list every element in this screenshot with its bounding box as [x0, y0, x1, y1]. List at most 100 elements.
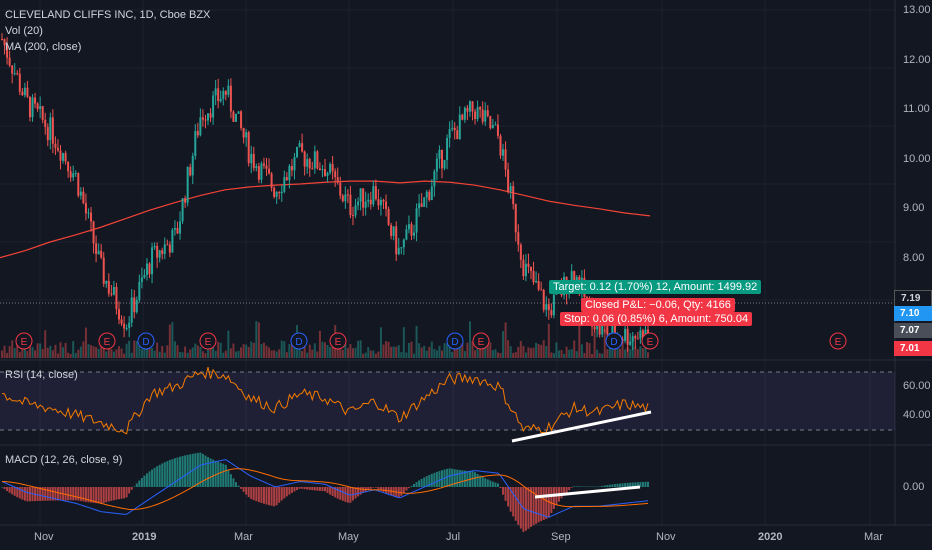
volume-bar	[392, 346, 395, 358]
candle-body	[593, 326, 596, 330]
target-tag[interactable]: Target: 0.12 (1.70%) 12, Amount: 1499.92	[549, 280, 762, 294]
candle-body	[639, 330, 642, 339]
candle-body	[369, 199, 372, 205]
volume-bar	[565, 346, 568, 358]
volume-bar	[262, 342, 265, 358]
event-marker-earnings	[199, 332, 217, 350]
volume-bar	[247, 346, 250, 358]
volume-bar	[438, 345, 441, 358]
candle-body	[331, 163, 334, 172]
volume-bar	[351, 348, 354, 358]
volume-bar	[318, 330, 321, 358]
macd-histogram-bar	[240, 487, 243, 489]
macd-histogram-bar	[28, 487, 31, 502]
candle-body	[280, 191, 283, 194]
volume-bar	[522, 345, 525, 358]
candle-body	[313, 151, 316, 169]
x-tick: Mar	[864, 531, 883, 543]
chart-title: CLEVELAND CLIFFS INC, 1D, Cboe BZX	[5, 9, 211, 21]
candle-body	[440, 149, 443, 169]
candle-body	[79, 191, 82, 196]
macd-histogram-bar	[242, 487, 245, 492]
macd-histogram-bar	[212, 459, 215, 487]
candle-body	[87, 212, 90, 214]
volume-bar	[293, 343, 296, 358]
macd-trendline	[534, 485, 641, 499]
macd-histogram-bar	[448, 468, 451, 487]
macd-histogram-bar	[51, 487, 54, 501]
candle-body	[504, 149, 507, 170]
candle-body	[179, 221, 182, 234]
candle-body	[232, 111, 235, 122]
volume-bar	[463, 351, 466, 358]
volume-bar	[537, 343, 540, 358]
volume-bar	[214, 350, 217, 358]
macd-histogram-bar	[84, 487, 87, 502]
candle-body	[153, 245, 156, 248]
candle-body	[201, 117, 204, 120]
candle-body	[435, 158, 438, 172]
candle-body	[257, 166, 260, 180]
macd-histogram-bar	[36, 487, 39, 501]
volume-bar	[631, 340, 634, 358]
macd-histogram-bar	[484, 478, 487, 487]
macd-histogram-bar	[636, 482, 639, 487]
macd-histogram-bar	[494, 482, 497, 487]
volume-bar	[468, 321, 471, 358]
candle-body	[341, 195, 344, 202]
candle-body	[214, 88, 217, 96]
event-marker-earnings	[15, 332, 33, 350]
volume-bar	[626, 346, 629, 358]
candle-body	[204, 119, 207, 121]
macd-histogram-bar	[629, 482, 632, 487]
candle-body	[67, 161, 70, 172]
volume-bar	[240, 347, 243, 358]
macd-histogram-bar	[425, 476, 428, 487]
macd-histogram-bar	[639, 482, 642, 487]
candle-body	[6, 45, 9, 58]
macd-histogram-bar	[583, 486, 586, 487]
macd-histogram-bar	[517, 487, 520, 525]
macd-histogram-bar	[336, 487, 339, 499]
volume-bar	[540, 345, 543, 358]
macd-histogram-bar	[379, 487, 382, 491]
candle-body	[54, 143, 57, 148]
candle-body	[161, 250, 164, 254]
candle-body	[481, 109, 484, 122]
volume-bar	[418, 343, 421, 358]
candle-body	[95, 243, 98, 255]
macd-histogram-bar	[619, 483, 622, 487]
macd-histogram-bar	[471, 471, 474, 487]
volume-bar	[387, 341, 390, 358]
candle-body	[491, 125, 494, 129]
macd-histogram-bar	[405, 487, 408, 491]
candle-body	[64, 153, 67, 162]
candle-body	[601, 324, 604, 335]
volume-bar	[161, 346, 164, 358]
volume-bar	[8, 346, 11, 358]
macd-histogram-bar	[407, 487, 410, 489]
candle-body	[517, 232, 520, 245]
volume-bar	[26, 350, 29, 358]
candle-body	[39, 106, 42, 110]
volume-bar	[316, 351, 319, 358]
volume-bar	[18, 351, 21, 358]
macd-histogram-bar	[273, 487, 276, 507]
volume-bar	[606, 349, 609, 358]
candle-body	[234, 113, 237, 122]
volume-bar	[265, 345, 268, 358]
candle-body	[288, 166, 291, 181]
volume-bar	[23, 345, 26, 358]
stop-tag[interactable]: Stop: 0.06 (0.85%) 6, Amount: 750.04	[560, 312, 753, 326]
volume-bar	[95, 346, 98, 358]
price-tick: 12.00	[903, 54, 931, 66]
volume-bar	[608, 347, 611, 358]
event-marker-letter: E	[647, 337, 654, 348]
volume-bar	[395, 346, 398, 358]
candle-body	[461, 114, 464, 120]
volume-bar	[158, 351, 161, 358]
closed-pnl-tag[interactable]: Closed P&L: −0.06, Qty: 4166	[581, 298, 735, 312]
volume-bar	[547, 323, 550, 358]
